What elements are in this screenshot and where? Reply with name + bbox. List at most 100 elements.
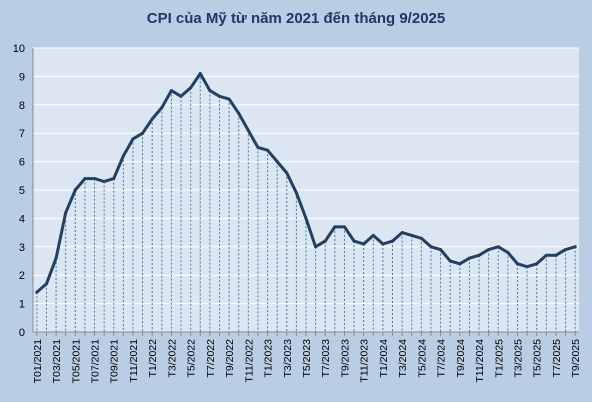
data-point bbox=[93, 177, 97, 181]
data-point bbox=[44, 282, 48, 286]
data-point bbox=[169, 89, 173, 93]
data-point bbox=[246, 128, 250, 132]
data-point bbox=[333, 225, 337, 229]
data-point bbox=[573, 245, 577, 249]
data-point bbox=[448, 259, 452, 263]
data-point bbox=[429, 245, 433, 249]
data-point bbox=[102, 179, 106, 183]
x-tick-label: T1/2024 bbox=[378, 339, 390, 378]
data-point bbox=[323, 239, 327, 243]
data-point bbox=[208, 89, 212, 93]
x-tick-label: T03/2021 bbox=[51, 339, 63, 384]
x-tick-label: T3/2024 bbox=[397, 339, 409, 378]
y-tick-label: 6 bbox=[19, 157, 25, 169]
data-point bbox=[467, 256, 471, 260]
x-tick-label: T01/2021 bbox=[32, 339, 44, 384]
data-point bbox=[179, 94, 183, 98]
data-point bbox=[554, 253, 558, 257]
x-tick-label: T7/2025 bbox=[551, 339, 563, 378]
data-point bbox=[535, 262, 539, 266]
x-tick-label: T9/2025 bbox=[570, 339, 582, 378]
y-tick-label: 9 bbox=[19, 71, 25, 83]
data-point bbox=[217, 94, 221, 98]
data-point bbox=[54, 256, 58, 260]
data-point bbox=[83, 177, 87, 181]
data-point bbox=[112, 177, 116, 181]
data-point bbox=[400, 231, 404, 235]
data-point bbox=[381, 242, 385, 246]
x-tick-label: T9/2024 bbox=[455, 339, 467, 378]
data-point bbox=[294, 191, 298, 195]
x-tick-label: T7/2024 bbox=[436, 339, 448, 378]
data-point bbox=[371, 233, 375, 237]
y-tick-label: 3 bbox=[19, 242, 25, 254]
data-point bbox=[362, 242, 366, 246]
data-point bbox=[266, 148, 270, 152]
x-tick-label: T1/2025 bbox=[493, 339, 505, 378]
data-point bbox=[73, 188, 77, 192]
x-tick-label: T9/2022 bbox=[224, 339, 236, 378]
data-point bbox=[419, 236, 423, 240]
x-tick-label: T5/2024 bbox=[416, 339, 428, 378]
data-point bbox=[458, 262, 462, 266]
x-tick-label: T3/2025 bbox=[512, 339, 524, 378]
data-point bbox=[227, 97, 231, 101]
chart-title: CPI của Mỹ từ năm 2021 đến tháng 9/2025 bbox=[146, 10, 446, 27]
data-point bbox=[410, 233, 414, 237]
y-tick-label: 1 bbox=[19, 299, 25, 311]
data-point bbox=[131, 137, 135, 141]
x-tick-label: T1/2023 bbox=[263, 339, 275, 378]
data-point bbox=[564, 248, 568, 252]
y-tick-label: 2 bbox=[19, 270, 25, 282]
x-tick-label: T05/2021 bbox=[70, 339, 82, 384]
data-point bbox=[544, 253, 548, 257]
y-tick-label: 10 bbox=[13, 43, 25, 55]
data-point bbox=[64, 211, 68, 215]
data-point bbox=[275, 160, 279, 164]
y-tick-label: 0 bbox=[19, 327, 25, 339]
data-point bbox=[496, 245, 500, 249]
x-tick-label: T7/2022 bbox=[205, 339, 217, 378]
data-point bbox=[314, 245, 318, 249]
data-point bbox=[506, 250, 510, 254]
data-point bbox=[477, 253, 481, 257]
data-point bbox=[352, 239, 356, 243]
x-tick-label: T3/2023 bbox=[282, 339, 294, 378]
data-point bbox=[525, 265, 529, 269]
data-point bbox=[121, 154, 125, 158]
x-tick-label: T5/2025 bbox=[532, 339, 544, 378]
data-point bbox=[304, 216, 308, 220]
x-tick-label: T11/2022 bbox=[243, 339, 255, 383]
x-tick-label: T9/2023 bbox=[339, 339, 351, 378]
data-point bbox=[487, 248, 491, 252]
x-tick-label: T7/2023 bbox=[320, 339, 332, 378]
y-tick-label: 5 bbox=[19, 185, 25, 197]
data-point bbox=[342, 225, 346, 229]
data-point bbox=[160, 106, 164, 110]
x-tick-label: T1/2022 bbox=[147, 339, 159, 378]
data-point bbox=[141, 131, 145, 135]
y-tick-label: 4 bbox=[19, 213, 25, 225]
x-tick-label: T07/2021 bbox=[90, 339, 102, 384]
x-tick-label: T11/2024 bbox=[474, 339, 486, 383]
data-point bbox=[237, 111, 241, 115]
data-point bbox=[150, 117, 154, 121]
x-tick-label: T3/2022 bbox=[166, 339, 178, 378]
data-point bbox=[189, 86, 193, 90]
data-point bbox=[35, 290, 39, 294]
y-tick-label: 8 bbox=[19, 100, 25, 112]
x-tick-label: T09/2021 bbox=[109, 339, 121, 384]
data-point bbox=[198, 72, 202, 76]
data-point bbox=[439, 248, 443, 252]
data-point bbox=[256, 145, 260, 149]
x-tick-label: T5/2022 bbox=[186, 339, 198, 378]
data-point bbox=[515, 262, 519, 266]
x-tick-label: T11/2021 bbox=[128, 339, 140, 383]
x-tick-label: T11/2023 bbox=[359, 339, 371, 383]
data-point bbox=[391, 239, 395, 243]
data-point bbox=[285, 171, 289, 175]
x-tick-label: T5/2023 bbox=[301, 339, 313, 378]
y-tick-label: 7 bbox=[19, 128, 25, 140]
